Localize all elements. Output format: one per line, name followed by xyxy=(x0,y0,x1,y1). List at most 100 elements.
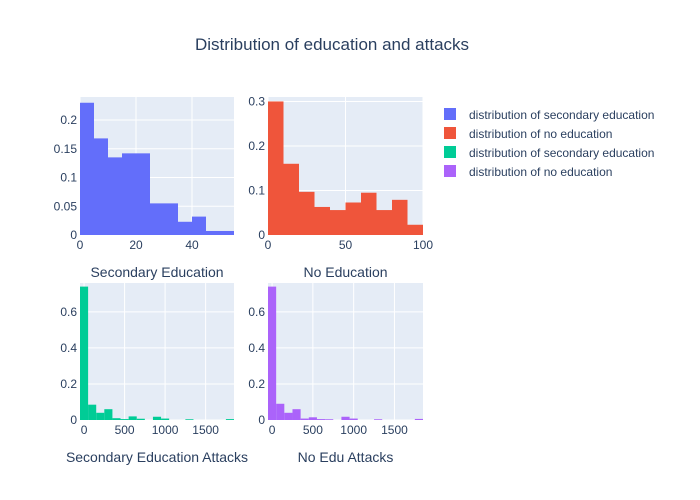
subplot-no-edu-attacks: 0 500 1000 1500 0 0.2 0.4 0.6 No Edu Attacks xyxy=(248,283,423,465)
histogram-bar xyxy=(392,199,408,235)
x-tick-label: 0 xyxy=(269,423,276,437)
histogram-bar xyxy=(349,418,358,420)
y-tick-label: 0.2 xyxy=(248,377,265,391)
x-tick-label: 40 xyxy=(185,238,199,252)
histogram-bar xyxy=(341,416,350,420)
histogram-bar xyxy=(112,418,121,420)
x-tick-label: 1500 xyxy=(192,423,219,437)
y-tick-label: 0.4 xyxy=(248,341,265,355)
histogram-bar xyxy=(150,203,164,235)
legend-item-1[interactable]: distribution of secondary education xyxy=(444,108,654,122)
histogram-bar xyxy=(300,418,309,420)
x-tick-label: 500 xyxy=(303,423,323,437)
x-axis-title: No Education xyxy=(303,264,387,280)
subplots: 0 20 40 0 0.05 0.1 0.15 0.2 Secondary Education 0… xyxy=(54,94,434,465)
legend-swatch-4 xyxy=(444,165,456,177)
legend-item-4[interactable]: distribution of no education xyxy=(444,165,612,179)
histogram-bar xyxy=(361,192,377,235)
y-tick-label: 0.1 xyxy=(248,183,265,197)
y-tick-label: 0.1 xyxy=(60,171,77,185)
legend-swatch-1 xyxy=(444,108,456,120)
subplot-no-education: 0 50 100 0 0.1 0.2 0.3 No Education xyxy=(248,94,433,280)
histogram-bar xyxy=(164,203,178,235)
legend-swatch-2 xyxy=(444,127,456,139)
histogram-bar xyxy=(185,419,194,420)
x-axis-title: Secondary Education xyxy=(90,264,223,280)
plot-area xyxy=(268,283,423,420)
y-tick-label: 0.2 xyxy=(60,113,77,127)
histogram-bar xyxy=(108,157,122,235)
y-tick-label: 0 xyxy=(258,228,265,242)
legend-label-3: distribution of secondary education xyxy=(469,146,654,160)
y-tick-label: 0.05 xyxy=(54,199,78,213)
histogram-bar xyxy=(276,403,285,420)
histogram-bar xyxy=(128,416,137,420)
legend-label-1: distribution of secondary education xyxy=(469,108,654,122)
x-tick-label: 500 xyxy=(115,423,135,437)
x-tick-label: 1000 xyxy=(152,423,179,437)
plot-area xyxy=(80,283,234,420)
x-axis-title: Secondary Education Attacks xyxy=(66,449,248,465)
histogram-bar xyxy=(345,202,361,235)
histogram-bar xyxy=(178,221,192,235)
histogram-bar xyxy=(122,153,136,235)
histogram-bar xyxy=(192,216,206,235)
histogram-bar xyxy=(161,418,170,420)
x-tick-label: 0 xyxy=(265,238,272,252)
histogram-bar xyxy=(376,210,392,235)
histogram-bar xyxy=(308,417,317,420)
histogram-bar xyxy=(374,419,383,420)
histogram-bar xyxy=(80,102,94,235)
legend-label-2: distribution of no education xyxy=(469,127,612,141)
histogram-bar xyxy=(316,419,326,420)
histogram-bar xyxy=(136,418,145,420)
y-tick-label: 0.15 xyxy=(54,142,78,156)
histogram-bar xyxy=(104,409,113,420)
legend-item-2[interactable]: distribution of no education xyxy=(444,127,612,141)
histogram-bar xyxy=(283,163,299,235)
histogram-bar xyxy=(284,412,293,420)
x-tick-label: 20 xyxy=(129,238,143,252)
histogram-bar xyxy=(80,286,89,420)
y-tick-label: 0.4 xyxy=(60,341,77,355)
histogram-bar xyxy=(120,419,129,420)
histogram-bar xyxy=(136,153,150,235)
histogram-bar xyxy=(152,416,162,420)
legend-item-3[interactable]: distribution of secondary education xyxy=(444,146,654,160)
legend-label-4: distribution of no education xyxy=(469,165,612,179)
y-tick-label: 0.6 xyxy=(248,305,265,319)
subplot-secondary-education: 0 20 40 0 0.05 0.1 0.15 0.2 Secondary Education xyxy=(54,97,234,280)
histogram-bar xyxy=(314,206,330,235)
histogram-bar xyxy=(225,419,234,420)
subplot-secondary-education-attacks: 0 500 1000 1500 0 0.2 0.4 0.6 Secondary Educatio… xyxy=(60,283,248,465)
y-tick-label: 0.2 xyxy=(248,139,265,153)
y-tick-label: 0.2 xyxy=(60,377,77,391)
histogram-bar xyxy=(268,101,284,235)
y-tick-label: 0 xyxy=(258,413,265,427)
x-tick-label: 50 xyxy=(339,238,353,252)
histogram-bar xyxy=(268,286,277,420)
histogram-bar xyxy=(330,210,346,235)
histogram-bar xyxy=(220,230,234,235)
y-tick-label: 0.3 xyxy=(248,94,265,108)
y-tick-label: 0.6 xyxy=(60,305,77,319)
x-tick-label: 0 xyxy=(77,238,84,252)
histogram-bar xyxy=(292,409,301,420)
histogram-bar xyxy=(96,412,105,420)
histogram-bar xyxy=(94,138,108,235)
x-tick-label: 0 xyxy=(81,423,88,437)
histogram-bar xyxy=(325,419,334,420)
legend[interactable]: distribution of secondary education dist… xyxy=(444,108,654,179)
histogram-bar xyxy=(206,230,220,235)
histogram-bar xyxy=(407,224,423,235)
x-axis-title: No Edu Attacks xyxy=(298,449,394,465)
chart-title: Distribution of education and attacks xyxy=(195,35,469,54)
histogram-bar xyxy=(299,191,315,235)
y-tick-label: 0 xyxy=(70,413,77,427)
x-tick-label: 1500 xyxy=(381,423,408,437)
x-tick-label: 100 xyxy=(413,238,433,252)
histogram-bar xyxy=(88,404,97,420)
histogram-bar xyxy=(414,418,423,420)
